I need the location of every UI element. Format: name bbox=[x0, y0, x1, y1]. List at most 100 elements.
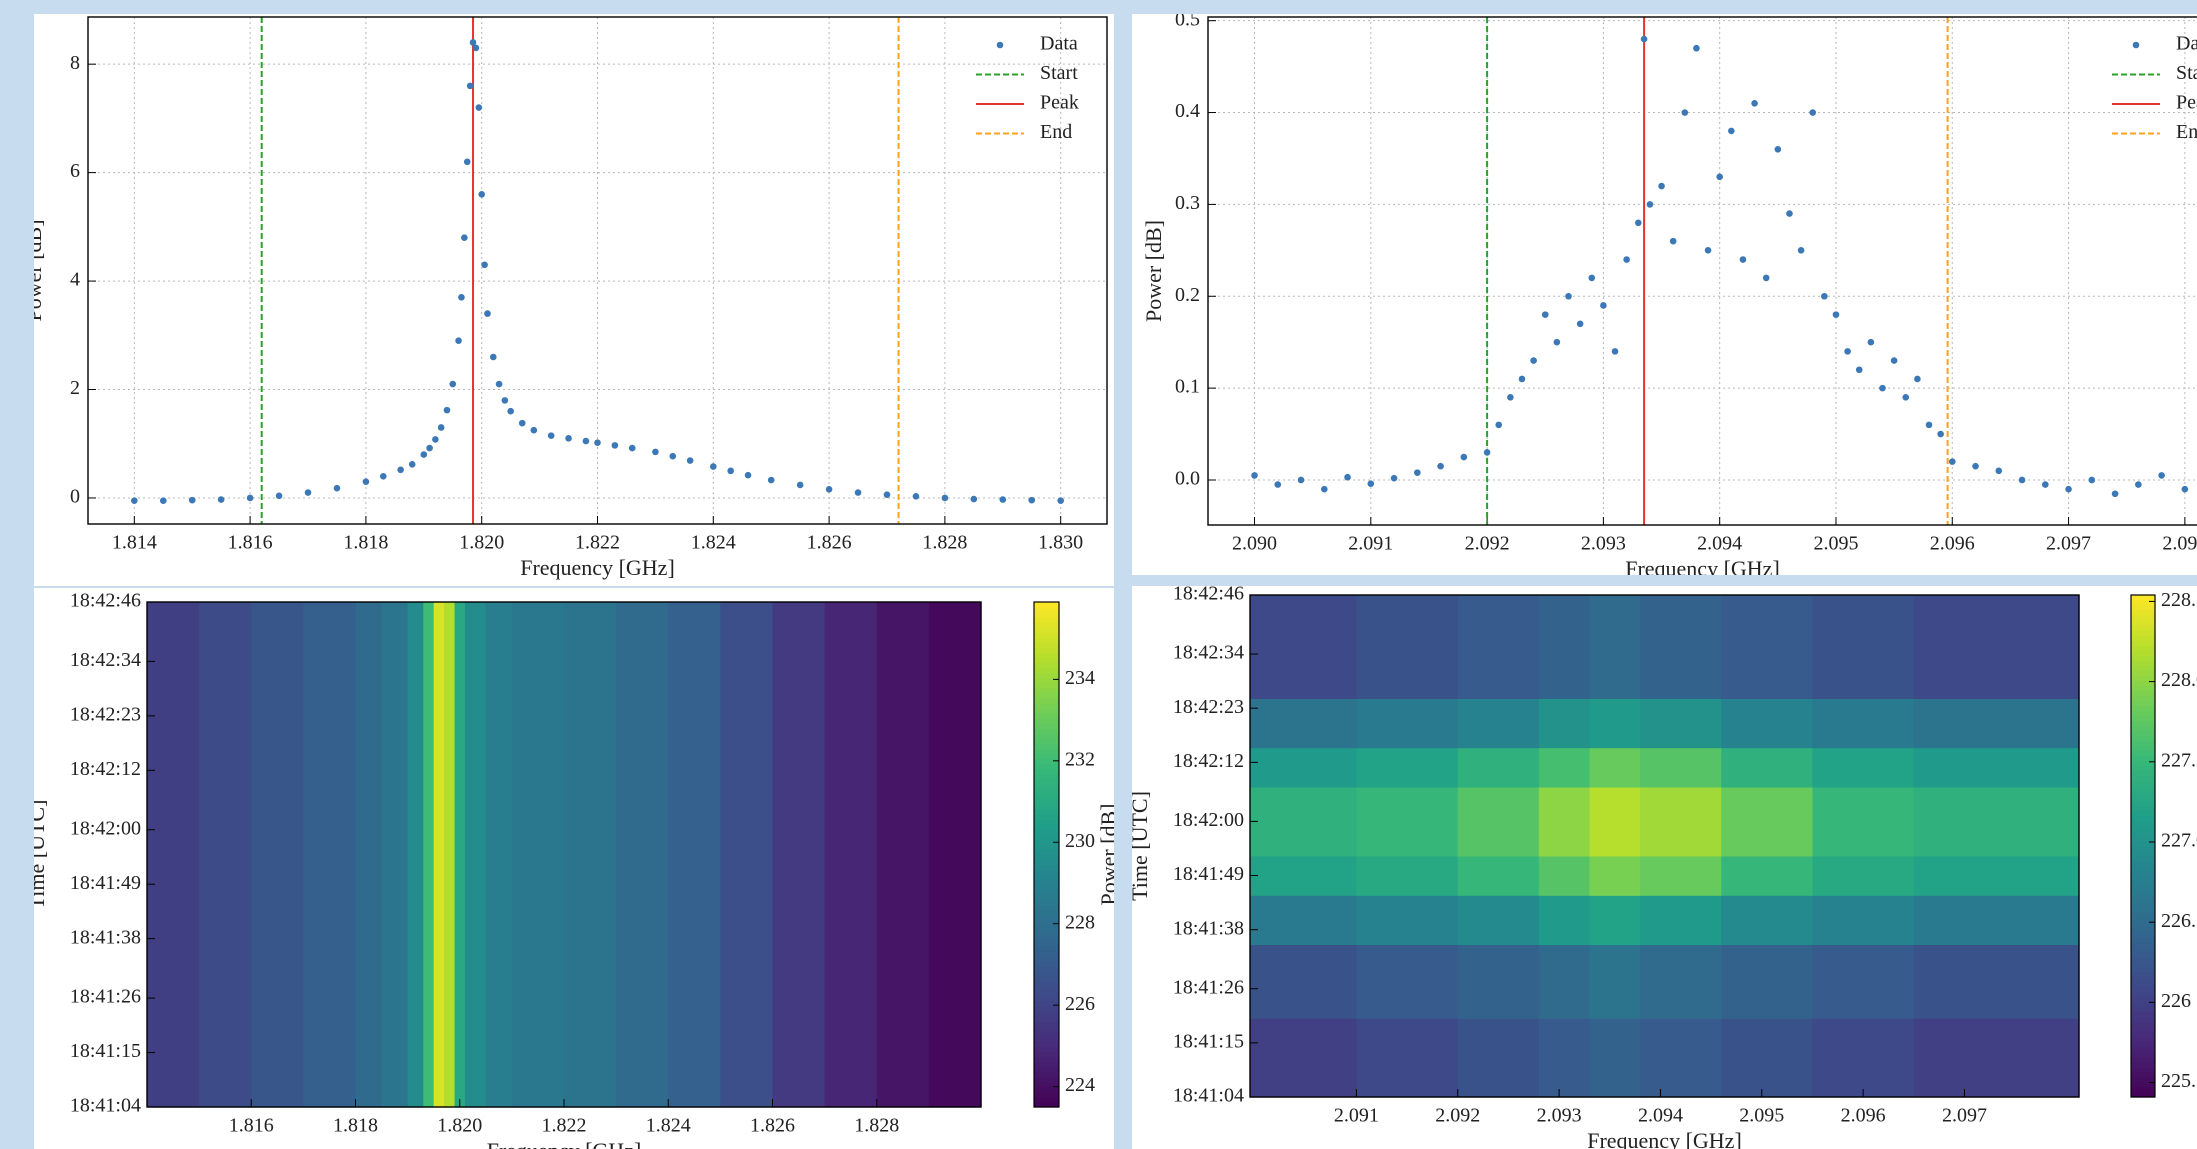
colorbar-segment bbox=[2131, 886, 2155, 892]
colorbar-segment bbox=[1034, 985, 1059, 992]
data-point bbox=[2018, 476, 2026, 484]
colorbar-segment bbox=[2131, 1041, 2155, 1048]
heatmap-cell bbox=[1356, 595, 1459, 699]
colorbar-segment bbox=[1034, 738, 1059, 744]
colorbar-segment bbox=[1034, 1071, 1059, 1078]
data-point bbox=[1751, 100, 1758, 107]
data-point bbox=[1937, 430, 1944, 438]
x-tick-label: 1.826 bbox=[807, 532, 852, 554]
heatmap-cell bbox=[1721, 698, 1814, 749]
x-tick-label: 2.095 bbox=[1739, 1105, 1784, 1127]
heatmap-cell bbox=[1913, 747, 2080, 788]
heatmap-cell bbox=[1640, 895, 1722, 946]
heatmap-cell bbox=[1812, 698, 1915, 749]
data-point bbox=[582, 437, 590, 445]
colorbar-segment bbox=[1034, 1056, 1059, 1063]
heatmap-cell bbox=[423, 602, 435, 1108]
panel-background bbox=[34, 14, 1114, 586]
colorbar-segment bbox=[2131, 765, 2155, 772]
colorbar-frame bbox=[1033, 601, 1060, 1108]
colorbar-segment bbox=[1034, 864, 1059, 871]
colorbar-segment bbox=[1034, 1101, 1059, 1108]
data-point bbox=[1623, 256, 1630, 263]
colorbar-tick-label: 226 bbox=[2161, 990, 2191, 1012]
data-point bbox=[463, 158, 471, 166]
data-point bbox=[883, 491, 891, 499]
heatmap-cell bbox=[1250, 895, 1358, 946]
data-point bbox=[1704, 247, 1712, 254]
x-tick-label: 1.830 bbox=[1038, 532, 1083, 554]
y-tick-label: 18:41:15 bbox=[70, 1040, 141, 1062]
heatmap-cell bbox=[1538, 786, 1591, 857]
x-tick-label: 1.818 bbox=[333, 1115, 378, 1137]
data-point bbox=[466, 82, 474, 90]
colorbar-segment bbox=[1034, 980, 1059, 987]
colorbar-segment bbox=[1034, 788, 1059, 795]
x-tick-label: 2.097 bbox=[2046, 533, 2091, 555]
heatmap-cell bbox=[381, 602, 409, 1108]
heatmap-cell bbox=[1250, 747, 1358, 788]
y-tick-label: 18:42:34 bbox=[70, 649, 141, 671]
data-point bbox=[478, 191, 486, 198]
x-tick-label: 1.820 bbox=[437, 1115, 482, 1137]
heatmap-cell bbox=[928, 602, 982, 1108]
data-point bbox=[1646, 201, 1654, 208]
data-point bbox=[443, 406, 451, 414]
heatmap-cell bbox=[1812, 944, 1915, 1019]
data-point bbox=[1437, 462, 1444, 470]
heatmap-cell bbox=[1538, 595, 1591, 699]
heatmap-cell bbox=[824, 602, 878, 1108]
heatmap-cell bbox=[1640, 698, 1722, 749]
colorbar-segment bbox=[1034, 1036, 1059, 1042]
colorbar-label: Power [dB] bbox=[1096, 803, 1121, 905]
heatmap-cell bbox=[1721, 944, 1814, 1019]
colorbar-segment bbox=[1034, 874, 1059, 881]
data-point bbox=[1251, 472, 1258, 479]
x-tick-label: 2.098 bbox=[2162, 533, 2197, 555]
data-point bbox=[484, 310, 491, 317]
y-tick-label: 18:42:23 bbox=[70, 703, 141, 725]
colorbar-segment bbox=[1034, 809, 1059, 815]
colorbar-segment bbox=[2131, 1001, 2155, 1008]
colorbar-segment bbox=[1034, 672, 1059, 679]
colorbar-segment bbox=[1034, 607, 1059, 613]
heatmap-cell bbox=[355, 602, 383, 1108]
data-point bbox=[611, 442, 619, 449]
heatmap-cell bbox=[251, 602, 304, 1108]
heatmap-cell bbox=[1913, 1018, 2080, 1098]
heatmap-cell bbox=[1457, 944, 1540, 1019]
colorbar-segment bbox=[2131, 645, 2155, 651]
colorbar-segment bbox=[1034, 1006, 1059, 1012]
legend-label: Start bbox=[2176, 62, 2197, 84]
heatmap-cell bbox=[1721, 595, 1814, 699]
colorbar-segment bbox=[2131, 770, 2155, 777]
colorbar-segment bbox=[1034, 682, 1059, 689]
x-tick-label: 2.091 bbox=[1334, 1105, 1379, 1127]
colorbar-tick-label: 230 bbox=[1065, 830, 1095, 852]
y-tick-label: 0 bbox=[70, 486, 80, 508]
colorbar-segment bbox=[1034, 819, 1059, 825]
colorbar-segment bbox=[1034, 728, 1059, 734]
colorbar-segment bbox=[2131, 795, 2155, 802]
colorbar-segment bbox=[2131, 846, 2155, 852]
colorbar-segment bbox=[2131, 1006, 2155, 1013]
colorbar-tick-label: 228.0 bbox=[2161, 669, 2197, 691]
panel-background bbox=[1132, 14, 2197, 575]
colorbar-segment bbox=[2131, 640, 2155, 646]
colorbar-segment bbox=[2131, 840, 2155, 847]
x-tick-label: 2.090 bbox=[1232, 533, 1277, 555]
colorbar-segment bbox=[2131, 780, 2155, 787]
data-point bbox=[2181, 485, 2189, 493]
colorbar-segment bbox=[1034, 930, 1059, 936]
x-tick-label: 2.096 bbox=[1841, 1105, 1886, 1127]
data-point bbox=[1797, 247, 1805, 254]
colorbar-segment bbox=[2131, 1076, 2155, 1083]
heatmap-cell bbox=[464, 602, 487, 1108]
data-point bbox=[437, 424, 445, 431]
colorbar-segment bbox=[1034, 733, 1059, 739]
data-point bbox=[518, 419, 526, 427]
colorbar-segment bbox=[1034, 814, 1059, 820]
colorbar-segment bbox=[1034, 798, 1059, 805]
data-point bbox=[565, 435, 572, 442]
